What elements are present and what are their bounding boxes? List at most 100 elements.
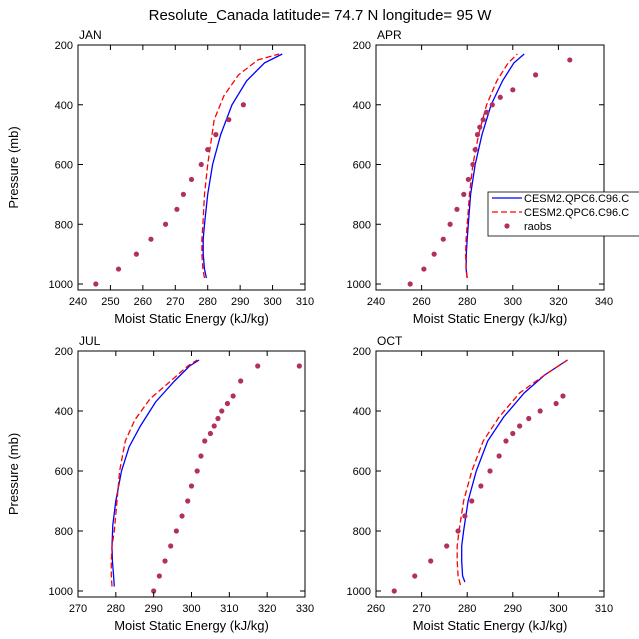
raobs-point <box>510 87 516 93</box>
raobs-point <box>185 498 191 504</box>
raobs-point <box>533 72 539 78</box>
raobs-point <box>483 109 490 115</box>
raobs-point <box>480 117 486 123</box>
x-axis-label: Moist Static Energy (kJ/kg) <box>114 618 269 633</box>
legend-label: CESM2.QPC6.C96.C <box>524 193 629 205</box>
x-tick-label: 330 <box>296 603 314 615</box>
panel-label: OCT <box>377 334 403 348</box>
y-tick-label: 1000 <box>347 586 371 598</box>
raobs-point <box>526 415 532 422</box>
raobs-point <box>230 393 236 399</box>
raobs-point <box>440 236 446 242</box>
raobs-point <box>474 132 481 138</box>
x-tick-label: 320 <box>258 603 276 615</box>
raobs-point <box>174 206 180 212</box>
raobs-point <box>489 102 495 108</box>
raobs-point <box>240 102 246 108</box>
raobs-point <box>553 400 559 407</box>
x-tick-label: 310 <box>595 603 613 615</box>
x-tick-label: 260 <box>412 296 430 308</box>
y-tick-label: 600 <box>55 466 73 478</box>
panel-label: JAN <box>79 28 102 42</box>
raobs-point <box>179 513 185 519</box>
x-tick-label: 340 <box>595 296 613 308</box>
y-tick-label: 800 <box>353 219 371 231</box>
x-tick-label: 290 <box>504 603 522 615</box>
raobs-point <box>503 438 509 444</box>
raobs-point <box>412 573 418 579</box>
x-tick-label: 300 <box>263 296 281 308</box>
raobs-point <box>296 363 302 369</box>
y-tick-label: 400 <box>55 100 73 112</box>
panel-jul: 270 280 290 300 310 320 330 200 400 600 800 1000 JUL… <box>6 334 314 633</box>
raobs-point <box>537 408 543 414</box>
raobs-point <box>461 191 467 197</box>
raobs-point <box>211 423 217 429</box>
y-axis-label: Pressure (mb) <box>6 126 21 208</box>
y-tick-label: 1000 <box>347 279 371 291</box>
y-tick-label: 200 <box>55 40 73 52</box>
raobs-point <box>188 483 195 489</box>
raobs-point <box>496 453 502 459</box>
y-tick-label: 400 <box>353 406 371 418</box>
series-line-dashed <box>464 53 518 279</box>
raobs-point <box>194 468 200 474</box>
x-axis-label: Moist Static Energy (kJ/kg) <box>413 311 568 326</box>
series-line-dashed <box>110 359 198 587</box>
raobs-point <box>173 528 179 534</box>
y-tick-label: 400 <box>353 100 371 112</box>
raobs-point <box>487 468 493 474</box>
raobs-point <box>202 438 208 444</box>
panel-jan: 240 250 260 270 280 290 300 310 200 400 600 800 1000… <box>6 28 314 326</box>
raobs-point <box>477 124 483 130</box>
series-line-solid <box>202 53 283 279</box>
raobs-point <box>151 588 157 594</box>
x-axis-label: Moist Static Energy (kJ/kg) <box>114 311 269 326</box>
x-axis-label: Moist Static Energy (kJ/kg) <box>413 618 568 633</box>
x-tick-label: 310 <box>220 603 238 615</box>
raobs-point <box>454 206 460 212</box>
x-tick-label: 280 <box>458 296 476 308</box>
legend: CESM2.QPC6.C96.C CESM2.QPC6.C96.C raobs <box>487 191 639 237</box>
y-tick-label: 200 <box>353 40 371 52</box>
raobs-point <box>168 543 174 549</box>
x-tick-label: 310 <box>296 296 314 308</box>
raobs-point <box>472 146 478 153</box>
y-tick-label: 400 <box>55 406 73 418</box>
raobs-point <box>226 117 232 123</box>
y-tick-label: 800 <box>55 526 73 538</box>
raobs-point <box>188 176 195 183</box>
x-tick-label: 320 <box>549 296 567 308</box>
x-tick-label: 270 <box>166 296 184 308</box>
raobs-point <box>431 251 437 257</box>
raobs-point <box>198 453 204 459</box>
y-tick-label: 600 <box>353 160 371 172</box>
raobs-point <box>455 528 461 534</box>
raobs-point <box>215 415 221 422</box>
panels: 240 250 260 270 280 290 300 310 200 400 600 800 1000… <box>6 28 613 633</box>
y-tick-label: 800 <box>353 526 371 538</box>
legend-marker <box>504 223 510 229</box>
x-tick-label: 280 <box>458 603 476 615</box>
panel-label: JUL <box>79 334 101 348</box>
y-tick-label: 1000 <box>49 586 73 598</box>
panel-oct: 260 270 280 290 300 310 200 400 600 800 1000 OCT Moi… <box>347 334 614 633</box>
raobs-point <box>517 423 523 429</box>
raobs-point <box>447 221 453 227</box>
series-line-dashed <box>201 53 280 279</box>
x-tick-label: 280 <box>107 603 125 615</box>
raobs-point <box>478 483 484 489</box>
raobs-point <box>255 363 261 369</box>
raobs-point <box>444 543 450 549</box>
x-tick-label: 270 <box>412 603 430 615</box>
raobs-point <box>162 558 168 564</box>
x-tick-label: 300 <box>182 603 200 615</box>
raobs-point <box>428 558 434 564</box>
raobs-point <box>421 266 427 272</box>
y-axis-label: Pressure (mb) <box>6 433 21 515</box>
panel-label: APR <box>377 28 402 42</box>
x-tick-label: 270 <box>69 603 87 615</box>
series-line-solid <box>111 359 200 587</box>
plot-frame <box>77 44 306 291</box>
